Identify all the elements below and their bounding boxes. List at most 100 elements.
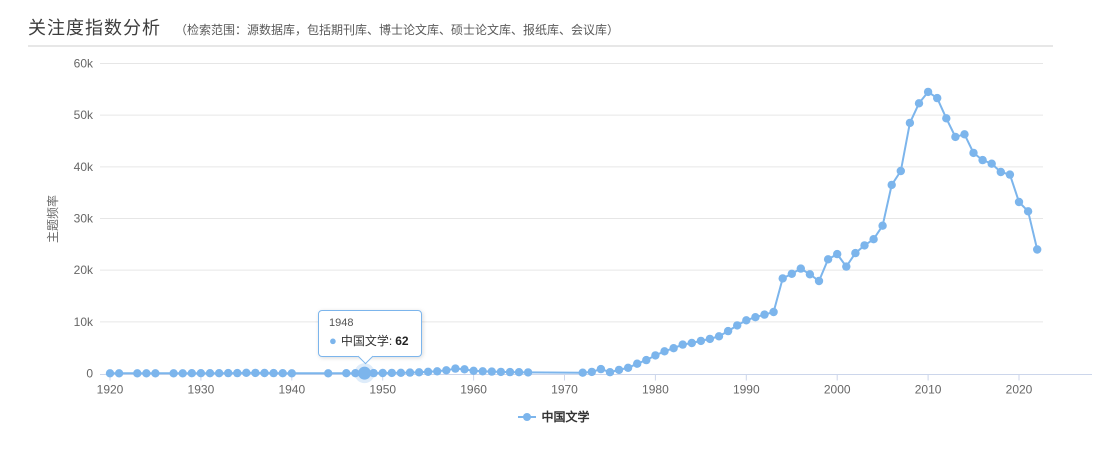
legend-line-marker-icon <box>517 412 536 421</box>
data-point-1932[interactable] <box>214 369 224 378</box>
data-point-1964[interactable] <box>505 367 515 377</box>
data-point-1947[interactable] <box>351 369 360 378</box>
x-tick-label: 1930 <box>188 383 215 397</box>
data-point-2021[interactable] <box>1023 207 1033 216</box>
x-tick-label: 1980 <box>642 383 669 397</box>
data-point-1980[interactable] <box>651 351 660 360</box>
data-point-1953[interactable] <box>405 368 415 377</box>
data-point-2008[interactable] <box>905 118 915 128</box>
data-point-1925[interactable] <box>151 369 160 378</box>
data-point-1954[interactable] <box>414 368 424 377</box>
data-point-2001[interactable] <box>842 262 851 271</box>
data-point-1998[interactable] <box>814 276 824 286</box>
data-point-1978[interactable] <box>633 359 642 368</box>
data-point-1981[interactable] <box>660 347 669 356</box>
data-point-1992[interactable] <box>760 310 769 319</box>
data-point-highlighted[interactable] <box>358 366 372 380</box>
data-point-1985[interactable] <box>696 336 706 346</box>
data-point-1983[interactable] <box>678 340 687 349</box>
data-point-1963[interactable] <box>496 367 506 377</box>
data-point-1984[interactable] <box>687 338 696 348</box>
data-point-1937[interactable] <box>260 368 269 378</box>
data-point-2005[interactable] <box>878 221 887 230</box>
data-point-1951[interactable] <box>387 368 396 378</box>
data-point-1923[interactable] <box>133 369 142 378</box>
data-point-2015[interactable] <box>969 148 978 158</box>
data-point-1973[interactable] <box>587 367 596 377</box>
data-point-1993[interactable] <box>769 307 778 317</box>
data-point-2000[interactable] <box>833 249 842 259</box>
data-point-2014[interactable] <box>960 130 969 139</box>
data-point-1946[interactable] <box>342 369 351 378</box>
data-point-1933[interactable] <box>224 368 233 378</box>
data-point-1959[interactable] <box>460 365 469 374</box>
data-point-1988[interactable] <box>723 326 733 336</box>
data-point-2010[interactable] <box>923 87 933 97</box>
data-point-1939[interactable] <box>278 369 287 378</box>
data-point-1935[interactable] <box>242 368 251 377</box>
data-point-2006[interactable] <box>887 180 896 190</box>
data-point-1996[interactable] <box>796 264 805 273</box>
data-point-1958[interactable] <box>451 364 460 373</box>
y-tick-label: 40k <box>74 160 94 174</box>
data-point-1987[interactable] <box>714 332 724 341</box>
data-point-2009[interactable] <box>914 99 924 108</box>
data-point-2007[interactable] <box>896 166 905 176</box>
data-point-1936[interactable] <box>251 368 260 378</box>
data-point-2017[interactable] <box>987 159 996 168</box>
data-point-1930[interactable] <box>196 369 206 378</box>
legend-item-zhongguowenxue[interactable]: 中国文学 <box>517 408 590 425</box>
data-point-1995[interactable] <box>787 269 796 278</box>
data-point-2016[interactable] <box>978 155 987 165</box>
data-point-1975[interactable] <box>605 368 615 377</box>
data-point-1979[interactable] <box>642 355 651 365</box>
data-point-1928[interactable] <box>178 369 187 378</box>
data-point-1931[interactable] <box>205 369 215 378</box>
data-point-1920[interactable] <box>105 369 115 378</box>
data-point-2013[interactable] <box>951 132 960 142</box>
tooltip-value-row: ● 中国文学: 62 <box>329 332 411 349</box>
chart-tooltip: 1948 ● 中国文学: 62 <box>318 310 422 365</box>
data-point-1991[interactable] <box>751 313 760 322</box>
data-point-1921[interactable] <box>114 369 124 378</box>
data-point-2020[interactable] <box>1014 197 1024 207</box>
data-point-1972[interactable] <box>578 368 587 377</box>
data-point-1952[interactable] <box>396 368 406 377</box>
data-point-1997[interactable] <box>805 270 815 279</box>
data-point-1938[interactable] <box>269 368 278 378</box>
data-point-2012[interactable] <box>942 114 951 123</box>
data-point-1950[interactable] <box>378 368 387 378</box>
data-point-1929[interactable] <box>187 369 196 378</box>
data-point-1927[interactable] <box>169 369 178 378</box>
x-tick-label: 2000 <box>824 383 851 397</box>
data-point-2011[interactable] <box>933 93 942 103</box>
data-point-1955[interactable] <box>423 367 433 376</box>
data-point-2002[interactable] <box>851 248 860 258</box>
data-point-1999[interactable] <box>823 255 833 264</box>
data-point-1961[interactable] <box>478 367 487 376</box>
data-point-2022[interactable] <box>1033 245 1042 254</box>
data-point-1994[interactable] <box>778 274 787 283</box>
data-point-1976[interactable] <box>614 365 624 375</box>
data-point-2018[interactable] <box>996 167 1005 177</box>
data-point-2003[interactable] <box>860 241 869 250</box>
data-point-1956[interactable] <box>433 367 442 376</box>
data-point-1940[interactable] <box>287 369 296 378</box>
data-point-1944[interactable] <box>324 369 333 378</box>
data-point-2004[interactable] <box>869 235 878 244</box>
data-point-1966[interactable] <box>523 368 533 377</box>
data-point-1949[interactable] <box>369 368 378 378</box>
data-point-1934[interactable] <box>233 368 242 378</box>
data-point-1957[interactable] <box>442 366 451 375</box>
data-point-1990[interactable] <box>742 316 751 325</box>
data-point-1977[interactable] <box>623 363 633 372</box>
data-point-1974[interactable] <box>596 364 606 374</box>
data-point-2019[interactable] <box>1005 170 1015 179</box>
data-point-1989[interactable] <box>733 321 742 330</box>
data-point-1924[interactable] <box>142 369 151 378</box>
data-point-1982[interactable] <box>669 344 678 353</box>
data-point-1965[interactable] <box>514 368 524 377</box>
data-point-1960[interactable] <box>469 366 478 375</box>
data-point-1962[interactable] <box>487 367 496 376</box>
data-point-1986[interactable] <box>705 334 715 344</box>
